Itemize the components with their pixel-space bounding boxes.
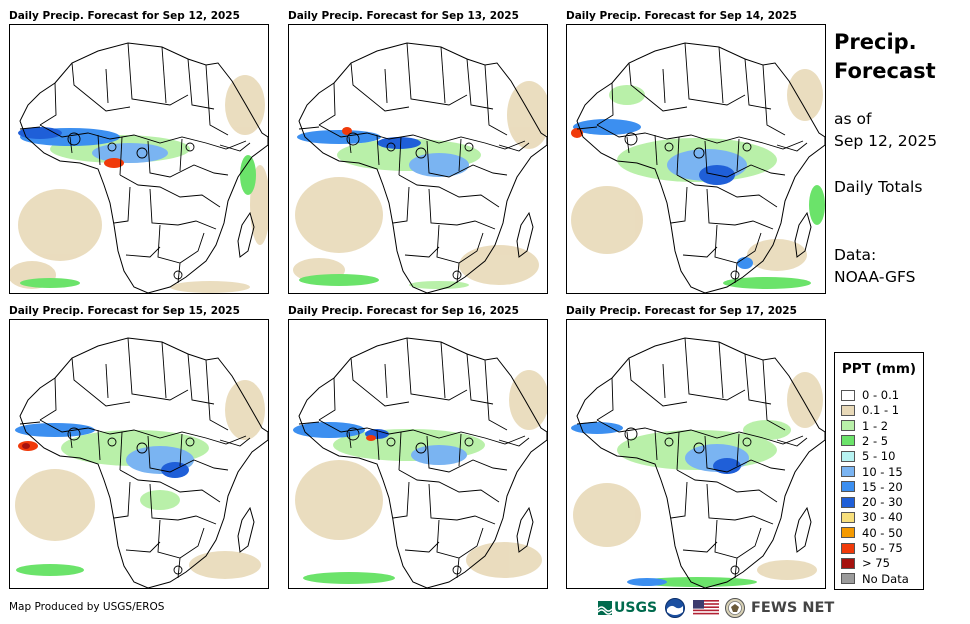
- title-line-1: Precip.: [834, 30, 917, 54]
- forecast-title: Precip. Forecast: [834, 28, 936, 86]
- forecast-panel-sep-16: Daily Precip. Forecast for Sep 16, 2025: [288, 305, 548, 595]
- legend-item: 2 - 5: [841, 433, 888, 449]
- as-of-label: as of: [834, 110, 872, 128]
- legend-item: 30 - 40: [841, 509, 903, 525]
- daily-totals-label: Daily Totals: [834, 178, 923, 196]
- legend-label: > 75: [862, 556, 890, 571]
- us-flag-icon: [693, 600, 720, 616]
- legend-item: 20 - 30: [841, 494, 903, 510]
- forecast-panel-sep-14: Daily Precip. Forecast for Sep 14, 2025: [566, 10, 826, 300]
- forecast-map: [566, 24, 826, 294]
- legend-title: PPT (mm): [841, 361, 917, 377]
- panel-title: Daily Precip. Forecast for Sep 12, 2025: [9, 10, 240, 22]
- legend-label: 40 - 50: [862, 525, 903, 540]
- noaa-logo: [665, 598, 686, 618]
- legend-swatch: [841, 466, 855, 477]
- legend-swatch: [841, 404, 855, 416]
- legend-swatch: [841, 542, 855, 554]
- dry-areas: [295, 370, 547, 578]
- forecast-map: [9, 319, 269, 589]
- forecast-panel-sep-13: Daily Precip. Forecast for Sep 13, 2025: [288, 10, 548, 300]
- heavy-rain-areas: [297, 127, 469, 177]
- forecast-panel-sep-12: Daily Precip. Forecast for Sep 12, 2025: [9, 10, 269, 300]
- legend-label: 2 - 5: [862, 433, 889, 448]
- legend-label: No Data: [862, 571, 909, 586]
- forecast-map: [288, 319, 548, 589]
- legend-label: 30 - 40: [862, 510, 903, 525]
- legend-label: 5 - 10: [862, 449, 896, 464]
- legend-swatch: [841, 389, 855, 401]
- legend-swatch: [841, 435, 855, 447]
- dry-areas: [571, 69, 823, 271]
- forecast-panel-sep-17: Daily Precip. Forecast for Sep 17, 2025: [566, 305, 826, 595]
- legend-swatch: [841, 557, 855, 569]
- legend-item: 5 - 10: [841, 448, 895, 464]
- partner-logos: USGS FEWS NET: [598, 596, 834, 620]
- legend-item: 1 - 2: [841, 418, 888, 434]
- legend-swatch: [841, 420, 855, 432]
- legend-item: 10 - 15: [841, 464, 903, 480]
- panel-title: Daily Precip. Forecast for Sep 17, 2025: [566, 305, 797, 317]
- legend-swatch: [841, 450, 855, 462]
- light-rain-areas: [617, 420, 791, 587]
- legend-swatch: [841, 573, 855, 585]
- legend-label: 15 - 20: [862, 479, 903, 494]
- legend-swatch: [841, 527, 855, 539]
- legend-item: > 75: [841, 555, 890, 571]
- dry-areas: [293, 81, 547, 285]
- usgs-logo: USGS: [598, 600, 657, 616]
- as-of-date: as of Sep 12, 2025: [834, 108, 937, 152]
- usgs-wave-icon: [598, 601, 612, 615]
- legend-item: 40 - 50: [841, 525, 903, 541]
- legend-swatch: [841, 496, 855, 508]
- forecast-map: [9, 24, 269, 294]
- forecast-map: [288, 24, 548, 294]
- data-source: Data: NOAA-GFS: [834, 244, 915, 288]
- legend-label: 20 - 30: [862, 495, 903, 510]
- dry-areas: [573, 372, 823, 580]
- fews-net-logo: FEWS NET: [751, 600, 835, 616]
- legend-item: 0.1 - 1: [841, 402, 899, 418]
- forecast-panel-sep-15: Daily Precip. Forecast for Sep 15, 2025: [9, 305, 269, 595]
- usgs-text: USGS: [614, 600, 658, 616]
- heavy-rain-areas: [571, 422, 749, 586]
- legend-label: 50 - 75: [862, 541, 903, 555]
- legend-label: 1 - 2: [862, 418, 889, 433]
- legend-swatch: [841, 511, 855, 523]
- title-line-2: Forecast: [834, 59, 936, 83]
- legend-swatch: [841, 481, 855, 493]
- as-of-value: Sep 12, 2025: [834, 132, 938, 150]
- data-source-label: Data:: [834, 246, 877, 264]
- dry-areas: [15, 380, 265, 579]
- legend-item: 0 - 0.1: [841, 387, 899, 403]
- legend-label: 0 - 0.1: [862, 388, 900, 402]
- panel-title: Daily Precip. Forecast for Sep 16, 2025: [288, 305, 519, 317]
- legend-item: 50 - 75: [841, 540, 903, 556]
- legend-item: 15 - 20: [841, 479, 903, 495]
- panel-title: Daily Precip. Forecast for Sep 14, 2025: [566, 10, 797, 22]
- state-department-seal: [725, 598, 746, 618]
- panel-title: Daily Precip. Forecast for Sep 13, 2025: [288, 10, 519, 22]
- legend-item: No Data: [841, 571, 909, 587]
- dry-areas: [10, 75, 268, 293]
- map-credit: Map Produced by USGS/EROS: [9, 601, 165, 613]
- legend-label: 0.1 - 1: [862, 403, 900, 418]
- forecast-map: [566, 319, 826, 589]
- data-source-value: NOAA-GFS: [834, 268, 916, 286]
- panel-title: Daily Precip. Forecast for Sep 15, 2025: [9, 305, 240, 317]
- legend-label: 10 - 15: [862, 464, 903, 479]
